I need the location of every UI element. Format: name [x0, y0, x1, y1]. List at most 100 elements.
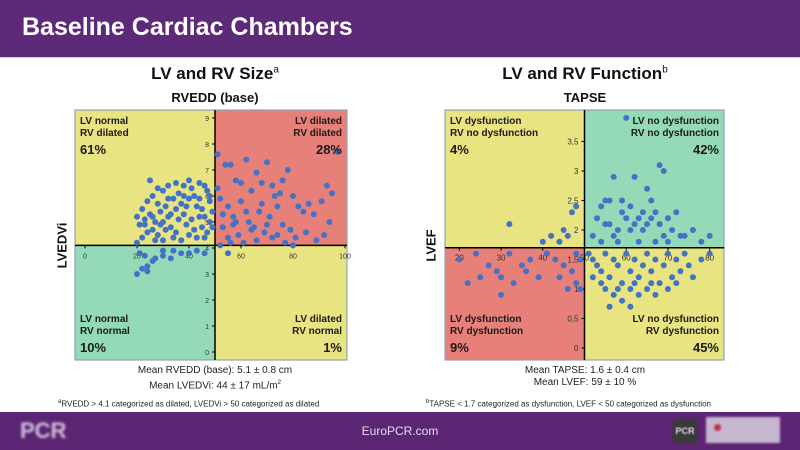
data-point [274, 203, 281, 210]
left-footnote-sup: a [58, 399, 62, 405]
data-point [510, 280, 517, 287]
data-point [139, 234, 146, 241]
data-point [258, 200, 265, 207]
data-point [305, 200, 312, 207]
x-tick-label: 80 [289, 253, 297, 260]
data-point [204, 187, 211, 194]
data-point [323, 182, 330, 189]
y-tick-label: 3 [574, 167, 579, 176]
data-point [321, 232, 328, 238]
data-point [681, 232, 688, 239]
data-point [677, 268, 684, 275]
data-point [548, 232, 555, 239]
data-point [631, 221, 638, 228]
data-point [277, 190, 283, 197]
data-point [204, 229, 211, 236]
left-footnote: aRVEDD > 4.1 categorized as dilated, LVE… [58, 399, 319, 409]
data-point [527, 256, 534, 263]
data-point [170, 195, 177, 202]
data-point [498, 274, 505, 281]
quadrant-label-line1: LV normal [80, 314, 128, 325]
quadrant-label-line2: RV no dysfunction [631, 128, 719, 139]
data-point [589, 256, 596, 263]
data-point [706, 250, 713, 257]
data-point [652, 238, 659, 245]
data-point [279, 221, 286, 228]
data-point [256, 208, 263, 215]
data-point [227, 161, 234, 168]
data-point [485, 262, 492, 269]
data-point [165, 182, 172, 189]
data-point [219, 211, 226, 218]
slide-header: Baseline Cardiac Chambers [0, 0, 800, 58]
data-point [602, 286, 609, 292]
data-point [201, 213, 208, 220]
data-point [136, 221, 143, 228]
footer-url[interactable]: EuroPCR.com [361, 424, 439, 438]
data-point [664, 215, 671, 222]
data-point [214, 151, 221, 158]
data-point [644, 221, 651, 228]
data-point [577, 286, 584, 292]
data-point [635, 238, 642, 245]
data-point [196, 195, 203, 202]
y-tick-label: 0 [205, 350, 209, 357]
data-point [464, 280, 471, 287]
quadrant-label-line1: LV dysfunction [450, 116, 521, 127]
data-point [147, 177, 153, 184]
data-point [134, 239, 140, 246]
data-point [318, 198, 325, 205]
data-point [493, 268, 500, 275]
y-tick-label: 8 [205, 142, 209, 149]
europcr-logo: PCR [20, 418, 67, 443]
right-footnote-sup: b [426, 399, 430, 405]
data-point [598, 203, 605, 210]
right-panel-title-text: LV and RV Function [502, 64, 663, 83]
data-point [160, 252, 166, 259]
data-point [261, 229, 268, 236]
data-point [635, 291, 642, 298]
data-point [689, 227, 696, 233]
data-point [253, 169, 260, 176]
data-point [209, 208, 216, 215]
data-point [656, 162, 663, 169]
data-point [660, 168, 667, 174]
quadrant-percent: 9% [450, 340, 469, 355]
left-footnote-text: RVEDD > 4.1 categorized as dilated, LVED… [61, 399, 320, 409]
pcr-logo-small: PCR [673, 419, 697, 443]
data-point [623, 114, 630, 121]
slide-title: Baseline Cardiac Chambers [22, 13, 353, 41]
data-point [644, 185, 651, 192]
quadrant-label-line2: RV no dysfunction [450, 128, 538, 139]
right-y-axis-title: LVEF [423, 229, 439, 262]
quadrant-label-line1: LV dysfunction [450, 314, 521, 325]
y-tick-label: 3 [205, 272, 209, 279]
data-point [141, 252, 148, 259]
y-tick-label: 2 [574, 226, 579, 235]
data-point [614, 227, 621, 233]
data-point [186, 232, 192, 238]
data-point [689, 274, 696, 281]
data-point [178, 200, 185, 207]
data-point [180, 211, 187, 218]
data-point [631, 173, 638, 180]
y-tick-label: 1 [574, 285, 579, 294]
data-point [660, 232, 667, 239]
right-panel-title-sup: b [662, 64, 668, 76]
left-panel-title-text: LV and RV Size [151, 64, 274, 83]
data-point [167, 211, 174, 218]
data-point [539, 238, 546, 245]
y-tick-label: 6 [205, 194, 209, 201]
data-point [225, 203, 231, 210]
data-point [180, 193, 187, 199]
data-point [506, 221, 513, 228]
data-point [217, 242, 224, 249]
data-point [589, 232, 596, 239]
data-point [183, 203, 190, 210]
data-point [264, 221, 270, 228]
data-point [639, 262, 646, 269]
left-x-axis-title: RVEDD (base) [171, 90, 259, 105]
data-point [627, 227, 634, 233]
data-point [594, 262, 601, 269]
